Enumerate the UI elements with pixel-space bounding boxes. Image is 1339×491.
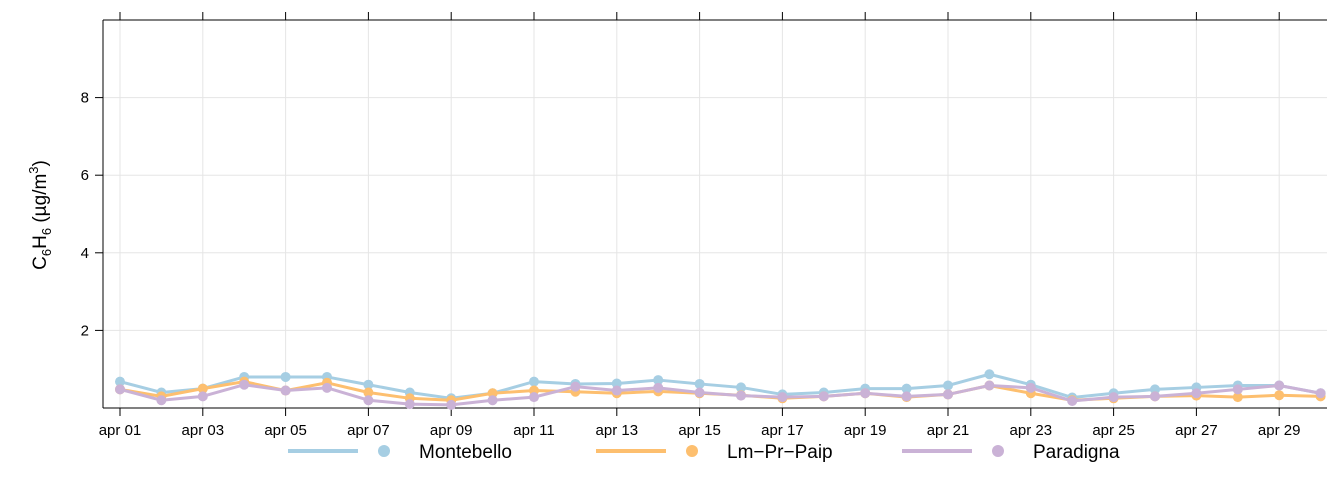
data-point [322,382,332,393]
series-group [115,369,1326,410]
x-tick-label: apr 25 [1092,422,1135,439]
data-point [115,376,125,387]
x-tick-label: apr 13 [596,422,639,439]
data-point [1150,391,1160,402]
data-point [984,369,995,380]
x-tick-label: apr 19 [844,422,887,439]
data-point [694,387,705,398]
data-point [860,388,871,399]
y-title-base: C [30,256,51,270]
axes: apr 01 apr 03 apr 05 apr 07 apr 09 apr 11 apr … [81,12,1327,439]
data-point [1232,392,1243,403]
x-tick-label: apr 17 [761,422,804,439]
data-point [529,376,539,387]
series-2 [115,379,1326,410]
legend-item-2: Paradigna [902,442,1120,463]
x-tick-label: apr 11 [513,422,554,439]
series-line [119,372,1321,400]
data-point [197,391,208,402]
data-point [984,380,995,391]
data-point [197,383,208,394]
x-tick-label: apr 05 [264,422,307,439]
data-point [1274,380,1285,391]
data-point [777,392,788,403]
x-tick-label: apr 01 [99,422,142,439]
data-point [1274,390,1285,401]
data-point [115,384,125,395]
data-point [901,391,912,402]
data-point [901,383,912,394]
data-point [529,392,539,403]
data-point [943,389,953,400]
y-title-sup: 3 [26,166,41,173]
legend-label: Paradigna [1033,442,1120,463]
data-point [653,382,664,393]
y-tick-label: 2 [81,322,89,339]
data-point [611,378,622,389]
x-tick-label: apr 23 [1010,422,1053,439]
data-point [611,385,622,396]
data-point [943,380,953,391]
legend-item-0: Montebello [288,442,512,463]
data-point [653,375,664,386]
legend-marker [992,445,1004,457]
data-point [280,385,291,396]
data-point [446,399,457,410]
x-tick-label: apr 07 [347,422,390,439]
data-point [487,395,498,406]
legend-marker [378,445,390,457]
legend: Montebello Lm−Pr−Paip Paradigna [288,442,1120,463]
data-point [280,371,291,382]
data-point [1315,388,1326,399]
data-point [363,379,374,390]
data-point [1067,396,1078,407]
x-tick-label: apr 03 [182,422,225,439]
series-line [119,383,1321,407]
data-point [1108,392,1119,403]
y-title-mid: H [30,235,51,249]
data-point [818,391,829,402]
y-tick-label: 4 [81,245,89,262]
y-tick-label: 6 [81,167,89,184]
x-tick-label: apr 21 [927,422,970,439]
data-point [1150,384,1160,395]
legend-marker [686,445,698,457]
x-tick-label: apr 29 [1258,422,1301,439]
data-point [694,378,705,389]
x-tick-label: apr 27 [1175,422,1218,439]
y-axis-title: C6H6 (µg/m3) [26,160,54,270]
y-title-sub1: 6 [39,249,54,256]
data-point [1191,388,1202,399]
data-point [1025,382,1036,393]
data-point [404,399,415,410]
data-point [156,395,167,406]
legend-item-1: Lm−Pr−Paip [596,442,833,463]
y-title-close: ) [30,160,51,166]
legend-label: Lm−Pr−Paip [727,442,833,463]
data-point [1232,384,1243,395]
y-title-unit: (µg/m [30,174,51,228]
data-point [736,382,746,393]
legend-label: Montebello [419,442,512,463]
y-tick-label: 8 [81,90,89,107]
data-point [487,388,498,399]
grid-lines [103,20,1327,408]
data-point [736,390,746,401]
data-point [570,381,581,392]
data-point [239,379,250,390]
y-title-sub2: 6 [39,228,54,235]
x-tick-label: apr 15 [678,422,721,439]
x-tick-label: apr 09 [430,422,473,439]
data-point [363,387,374,398]
data-point [363,395,374,406]
